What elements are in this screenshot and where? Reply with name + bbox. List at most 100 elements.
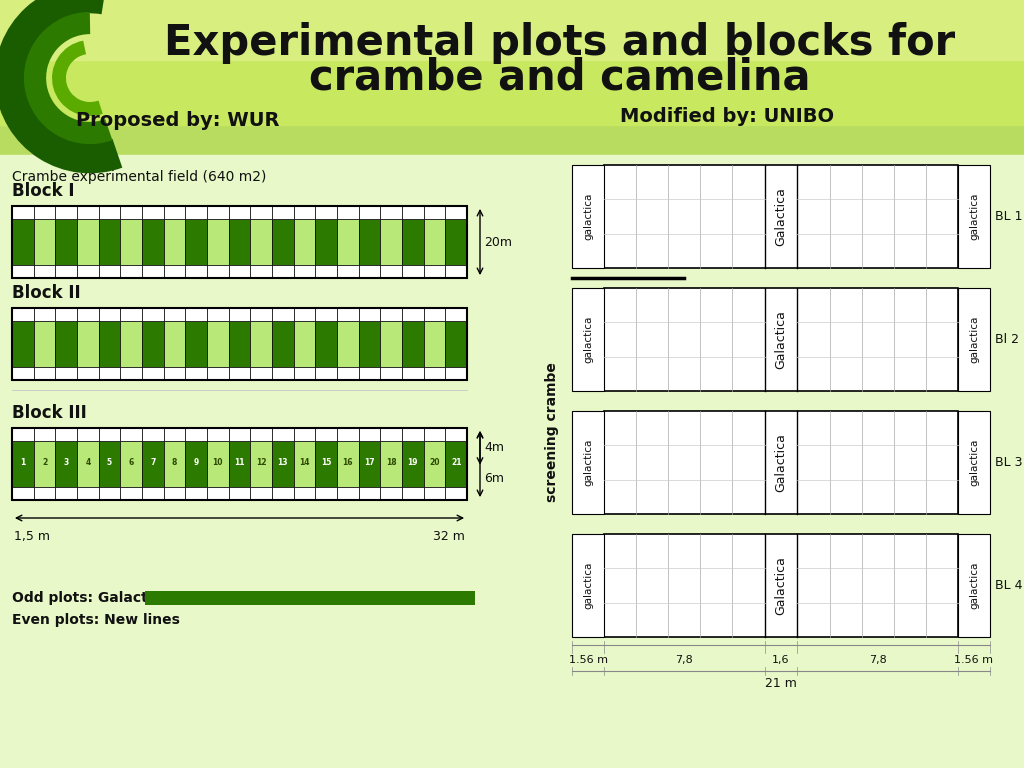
Bar <box>315 321 337 367</box>
Bar <box>337 441 358 487</box>
Bar <box>380 206 402 219</box>
Bar <box>121 367 142 380</box>
Text: Bl 2: Bl 2 <box>995 333 1019 346</box>
Bar <box>294 265 315 278</box>
Bar <box>228 219 250 265</box>
Bar <box>228 265 250 278</box>
Text: 18: 18 <box>386 458 396 467</box>
Bar <box>272 219 294 265</box>
Bar <box>55 265 77 278</box>
Bar <box>98 308 121 321</box>
Text: 12: 12 <box>256 458 266 467</box>
Bar <box>572 411 604 514</box>
Bar <box>164 367 185 380</box>
Bar <box>55 487 77 500</box>
Bar <box>315 206 337 219</box>
Bar <box>424 265 445 278</box>
Text: 9: 9 <box>194 458 199 467</box>
Bar <box>424 219 445 265</box>
Bar <box>228 321 250 367</box>
Text: Crambe experimental field (640 m2): Crambe experimental field (640 m2) <box>12 170 266 184</box>
Bar <box>77 308 98 321</box>
Bar <box>12 308 34 321</box>
Bar <box>228 308 250 321</box>
Text: 4m: 4m <box>484 442 504 455</box>
Bar <box>185 367 207 380</box>
Bar <box>55 219 77 265</box>
Text: 17: 17 <box>365 458 375 467</box>
Bar <box>77 206 98 219</box>
Bar <box>358 219 380 265</box>
Bar <box>358 308 380 321</box>
Bar <box>445 219 467 265</box>
Bar <box>272 428 294 441</box>
Bar <box>380 265 402 278</box>
Bar <box>380 308 402 321</box>
Bar <box>424 206 445 219</box>
Bar <box>164 487 185 500</box>
Text: galactica: galactica <box>969 562 979 609</box>
Text: Galactica: Galactica <box>774 433 787 492</box>
Bar <box>424 487 445 500</box>
Bar <box>142 265 164 278</box>
Bar <box>957 165 990 268</box>
Bar <box>380 441 402 487</box>
Bar <box>185 321 207 367</box>
Bar <box>358 321 380 367</box>
Bar <box>294 367 315 380</box>
Bar <box>358 367 380 380</box>
Bar <box>207 487 228 500</box>
Bar <box>142 441 164 487</box>
Bar <box>402 321 424 367</box>
Bar <box>250 487 272 500</box>
Bar <box>121 441 142 487</box>
Bar <box>12 308 467 380</box>
Bar <box>77 428 98 441</box>
Bar <box>380 367 402 380</box>
Bar <box>145 591 475 605</box>
Bar <box>272 265 294 278</box>
Bar <box>380 487 402 500</box>
Bar <box>315 308 337 321</box>
Bar <box>12 206 34 219</box>
Bar <box>424 428 445 441</box>
Text: Experimental plots and blocks for: Experimental plots and blocks for <box>165 22 955 64</box>
Text: 21 m: 21 m <box>765 677 797 690</box>
Text: Block I: Block I <box>12 182 75 200</box>
Bar <box>604 165 957 268</box>
Bar <box>294 487 315 500</box>
Bar <box>402 367 424 380</box>
Text: BL 3: BL 3 <box>995 456 1023 469</box>
Text: 10: 10 <box>213 458 223 467</box>
Bar <box>957 411 990 514</box>
Bar <box>572 165 604 268</box>
Bar <box>207 441 228 487</box>
Text: crambe and camelina: crambe and camelina <box>309 57 811 99</box>
Bar <box>294 206 315 219</box>
Bar <box>142 206 164 219</box>
Bar <box>228 367 250 380</box>
Bar <box>77 265 98 278</box>
Text: 8: 8 <box>172 458 177 467</box>
Bar <box>358 441 380 487</box>
Bar <box>12 206 467 278</box>
Text: 4: 4 <box>85 458 90 467</box>
Bar <box>185 428 207 441</box>
Bar <box>272 308 294 321</box>
Bar <box>34 321 55 367</box>
Bar <box>55 206 77 219</box>
Bar <box>315 487 337 500</box>
Text: 1.56 m: 1.56 m <box>954 655 993 665</box>
Bar <box>294 219 315 265</box>
Bar <box>424 367 445 380</box>
Bar <box>0 0 1024 155</box>
Bar <box>121 487 142 500</box>
Bar <box>34 265 55 278</box>
Bar <box>34 219 55 265</box>
Bar <box>98 487 121 500</box>
Bar <box>445 428 467 441</box>
Bar <box>34 308 55 321</box>
Text: galactica: galactica <box>583 193 593 240</box>
Bar <box>402 265 424 278</box>
Bar <box>337 367 358 380</box>
